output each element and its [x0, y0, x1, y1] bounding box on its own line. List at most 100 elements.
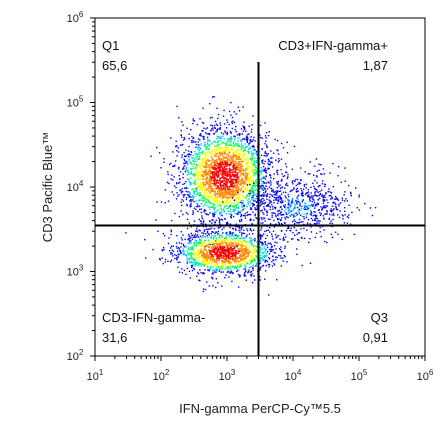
event-point [296, 238, 299, 241]
event-point [269, 223, 272, 225]
event-point [262, 170, 264, 172]
event-point [263, 251, 265, 253]
event-point [295, 229, 297, 232]
event-point [215, 187, 218, 189]
event-point [262, 233, 265, 235]
event-point [206, 259, 209, 262]
event-point [203, 127, 205, 129]
event-point [180, 268, 183, 270]
event-point [244, 212, 247, 215]
event-point [237, 211, 239, 213]
event-point [202, 272, 204, 274]
event-point [246, 185, 248, 188]
event-point [333, 208, 335, 210]
event-point [252, 253, 254, 255]
event-point [249, 180, 251, 183]
event-point [223, 177, 226, 179]
event-point [228, 181, 231, 183]
event-point [179, 252, 182, 255]
event-point [218, 220, 221, 222]
event-point [218, 162, 220, 165]
event-point [240, 200, 243, 202]
event-point [264, 152, 266, 154]
event-point [214, 191, 217, 193]
event-point [182, 213, 184, 216]
event-point [207, 183, 209, 185]
event-point [199, 133, 202, 135]
event-point [221, 176, 224, 178]
event-point [253, 153, 255, 155]
event-point [240, 213, 243, 216]
event-point [185, 169, 187, 172]
event-point [168, 182, 170, 185]
event-point [221, 254, 223, 257]
event-point [274, 194, 277, 196]
event-point [190, 168, 192, 171]
event-point [258, 257, 261, 259]
event-point [217, 204, 219, 206]
event-point [237, 264, 239, 266]
event-point [229, 232, 232, 235]
event-point [210, 257, 212, 260]
event-point [342, 215, 344, 217]
event-point [212, 219, 214, 221]
event-point [232, 193, 234, 195]
event-point [228, 255, 230, 258]
event-point [215, 152, 217, 155]
event-point [230, 188, 232, 191]
event-point [228, 261, 230, 264]
event-point [219, 226, 222, 228]
event-point [269, 227, 271, 229]
x-tick-exponent: 5 [363, 368, 368, 377]
event-point [222, 252, 224, 255]
event-point [200, 174, 203, 176]
event-point [231, 185, 233, 188]
event-point [251, 145, 253, 148]
event-point [259, 262, 261, 265]
event-point [234, 149, 237, 152]
event-point [226, 242, 228, 244]
event-point [212, 256, 214, 258]
event-point [182, 243, 185, 246]
event-point [254, 245, 256, 247]
event-point [204, 236, 207, 238]
event-point [269, 250, 272, 252]
event-point [212, 132, 215, 135]
event-point [321, 189, 323, 191]
event-point [262, 259, 264, 262]
event-point [233, 257, 236, 260]
event-point [289, 190, 292, 193]
event-point [259, 191, 261, 193]
event-point [233, 184, 236, 187]
event-point [229, 247, 231, 250]
y-tick-exponent: 4 [79, 179, 84, 188]
event-point [228, 254, 231, 256]
event-point [206, 232, 209, 234]
event-point [239, 194, 241, 196]
event-point [202, 122, 205, 124]
event-point [226, 244, 228, 246]
event-point [238, 169, 240, 171]
event-point [203, 185, 205, 187]
event-point [316, 175, 318, 177]
event-point [222, 201, 224, 203]
event-point [212, 203, 215, 206]
event-point [306, 192, 309, 194]
event-point [248, 183, 251, 186]
event-point [202, 252, 204, 254]
event-point [264, 248, 266, 250]
event-point [191, 168, 194, 170]
event-point [180, 136, 183, 138]
event-point [216, 151, 219, 154]
event-point [265, 259, 268, 262]
event-point [268, 167, 270, 170]
event-point [293, 212, 296, 215]
event-point [232, 243, 234, 246]
event-point [209, 174, 211, 176]
event-point [261, 241, 264, 244]
event-point [203, 243, 205, 245]
event-point [194, 248, 196, 250]
event-point [189, 236, 192, 238]
event-point [186, 227, 189, 230]
event-point [312, 182, 314, 185]
